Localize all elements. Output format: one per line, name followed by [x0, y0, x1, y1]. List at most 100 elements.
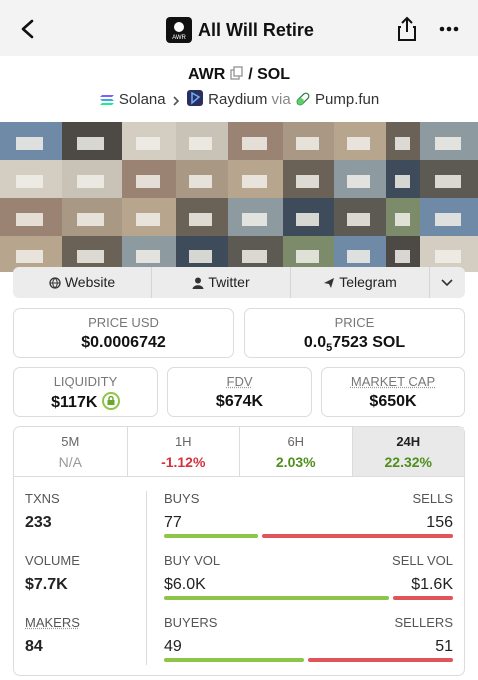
pair-separator: /	[248, 66, 253, 83]
photo-tile	[176, 198, 228, 236]
photo-tile	[283, 122, 334, 160]
photo-tile	[420, 236, 478, 272]
launchpad-icon	[296, 92, 310, 106]
link-label: Telegram	[339, 274, 397, 290]
photo-tile	[283, 198, 334, 236]
photo-tile	[386, 122, 420, 160]
chevron-icon	[173, 96, 179, 106]
timeframe-tab[interactable]: 24H 22.32%	[351, 427, 464, 477]
link-label: Twitter	[208, 274, 250, 290]
photo-tile	[0, 160, 62, 198]
photo-tile	[122, 160, 176, 198]
photo-tile	[0, 122, 62, 160]
more-button[interactable]	[438, 24, 460, 34]
telegram-link[interactable]: Telegram	[291, 267, 429, 298]
photo-sign	[347, 175, 371, 189]
photo-tile	[122, 236, 176, 272]
buy-bar	[164, 534, 259, 538]
card-label: PRICE	[334, 315, 375, 330]
card-label: LIQUIDITY	[53, 374, 118, 389]
dex-info: Solana Raydium via Pump.fun	[0, 89, 478, 111]
price-subscript: 5	[326, 342, 333, 355]
photo-sign	[394, 137, 410, 151]
photo-sign	[434, 137, 461, 151]
photo-sign	[77, 137, 104, 151]
launchpad-name[interactable]: Pump.fun	[315, 91, 380, 108]
chain-name[interactable]: Solana	[118, 91, 166, 108]
photo-sign	[15, 175, 44, 189]
photo-sign	[77, 250, 104, 263]
photo-tile	[228, 122, 283, 160]
photo-sign	[189, 250, 213, 263]
logo-text: AWR	[172, 35, 186, 41]
timeframe-tab[interactable]: 1H -1.12%	[126, 427, 239, 477]
card-label: PRICE USD	[88, 315, 159, 330]
photo-tile	[334, 198, 386, 236]
photo-sign	[241, 137, 267, 151]
stat-value: 156	[426, 514, 453, 531]
card-value: $650K	[369, 393, 417, 410]
photo-tile	[62, 198, 122, 236]
top-bar: AWR All Will Retire	[0, 0, 478, 56]
photo-tile	[228, 198, 283, 236]
photo-tile	[0, 198, 62, 236]
photo-sign	[189, 175, 213, 189]
divider	[151, 267, 152, 298]
photo-sign	[394, 213, 410, 227]
pair-title: AWR / SOL	[0, 64, 478, 86]
divider	[146, 491, 147, 665]
stat-label: VOLUME	[25, 553, 80, 568]
timeframe-label: 24H	[396, 434, 421, 449]
price-usd-card: PRICE USD $0.0006742	[13, 308, 234, 358]
back-button[interactable]	[18, 18, 38, 40]
card-value: $117K	[14, 392, 157, 413]
base-symbol: AWR	[187, 66, 226, 83]
timeframe-tab[interactable]: 6H 2.03%	[239, 427, 352, 477]
stat-label: SELLERS	[394, 615, 453, 630]
twitter-link[interactable]: Twitter	[152, 267, 290, 298]
price-prefix: 0.0	[303, 334, 327, 351]
fdv-card: FDV $674K	[167, 367, 312, 417]
sell-bar	[393, 596, 453, 600]
photo-sign	[295, 137, 319, 151]
photo-tile	[176, 122, 228, 160]
share-button[interactable]	[396, 15, 418, 43]
photo-tile	[122, 198, 176, 236]
photo-sign	[434, 213, 461, 227]
exchange-icon	[186, 90, 203, 106]
stat-value: $7.7K	[25, 576, 68, 593]
photo-sign	[77, 213, 104, 227]
link-label: Website	[64, 274, 116, 290]
photo-tile	[283, 236, 334, 272]
card-label: MARKET CAP	[350, 374, 436, 389]
via-text: via	[271, 91, 291, 108]
photo-tile	[386, 160, 420, 198]
photo-tile	[386, 236, 420, 272]
photo-tile	[62, 160, 122, 198]
photo-tile	[62, 236, 122, 272]
timeframe-tab[interactable]: 5M N/A	[14, 427, 127, 477]
lock-icon[interactable]	[101, 392, 120, 410]
photo-sign	[241, 250, 267, 263]
photo-sign	[15, 213, 44, 227]
timeframe-change: -1.12%	[161, 454, 206, 470]
timeframe-change: N/A	[58, 454, 82, 470]
photo-sign	[15, 250, 44, 263]
stat-label: BUY VOL	[164, 553, 221, 568]
photo-tile	[386, 198, 420, 236]
timeframe-label: 5M	[61, 434, 80, 449]
stat-label: SELL VOL	[392, 553, 453, 568]
stat-value: 51	[435, 638, 453, 655]
liquidity-value: $117K	[51, 394, 98, 411]
website-link[interactable]: Website	[13, 267, 151, 298]
photo-tile	[283, 160, 334, 198]
quote-symbol: SOL	[257, 66, 291, 83]
photo-sign	[394, 175, 410, 189]
copy-button[interactable]	[230, 66, 244, 80]
photo-sign	[295, 250, 319, 263]
photo-sign	[295, 213, 319, 227]
timeframe-change: 22.32%	[384, 454, 432, 470]
buy-bar	[164, 596, 389, 600]
more-links-button[interactable]	[440, 277, 454, 289]
exchange-name[interactable]: Raydium	[208, 91, 268, 108]
